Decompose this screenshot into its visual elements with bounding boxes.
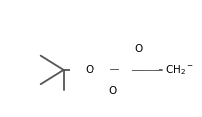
Text: O: O bbox=[135, 44, 143, 54]
Text: CH$_2$$^-$: CH$_2$$^-$ bbox=[165, 63, 194, 77]
Text: O: O bbox=[86, 65, 94, 75]
Text: O: O bbox=[108, 86, 117, 96]
